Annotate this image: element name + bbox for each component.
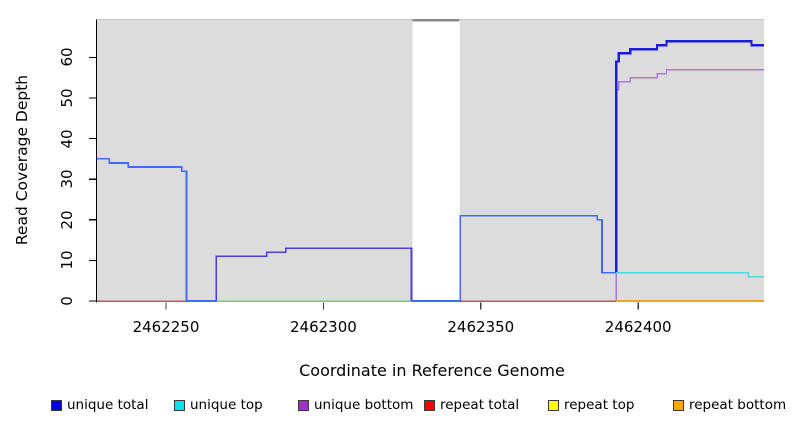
x-tick-label: 2462250 xyxy=(132,318,200,336)
y-tick-label: 50 xyxy=(58,88,76,108)
y-tick-label: 20 xyxy=(58,210,76,230)
unique-top-right xyxy=(616,271,765,278)
y-axis-title: Read Coverage Depth xyxy=(13,74,31,246)
y-tick-label: 30 xyxy=(58,169,76,189)
x-axis-title: Coordinate in Reference Genome xyxy=(299,361,565,380)
legend-label: unique total xyxy=(67,397,149,413)
y-tick-label: 10 xyxy=(58,250,76,270)
y-tick-label: 0 xyxy=(58,296,76,306)
legend-label: repeat bottom xyxy=(689,397,787,413)
unique-total-mid xyxy=(411,214,617,302)
unique-total-right xyxy=(615,40,765,273)
legend-label: unique top xyxy=(190,397,263,413)
masked-region xyxy=(412,19,460,302)
legend-item-unique-total: unique total xyxy=(51,397,149,413)
x-tick-label: 2462400 xyxy=(604,318,672,336)
legend-label: repeat total xyxy=(440,397,520,413)
legend-item-repeat-total: repeat total xyxy=(424,397,520,413)
unique-top-swatch-icon xyxy=(174,400,185,411)
unique-bottom-swatch-icon xyxy=(298,400,309,411)
unique-bottom-right xyxy=(615,68,765,301)
legend-item-unique-bottom: unique bottom xyxy=(298,397,414,413)
legend-item-repeat-bottom: repeat bottom xyxy=(673,397,787,413)
repeat-bottom-swatch-icon xyxy=(673,400,684,411)
unique-total-swatch-icon xyxy=(51,400,62,411)
legend-item-repeat-top: repeat top xyxy=(548,397,635,413)
legend-label: repeat top xyxy=(564,397,635,413)
x-tick-label: 2462300 xyxy=(289,318,357,336)
unique-total-left xyxy=(96,158,217,302)
unique-bottom-mid xyxy=(215,247,413,301)
legend-label: unique bottom xyxy=(314,397,414,413)
y-tick-label: 40 xyxy=(58,129,76,149)
repeat-total-swatch-icon xyxy=(424,400,435,411)
repeat-top-swatch-icon xyxy=(548,400,559,411)
y-tick-label: 60 xyxy=(58,47,76,67)
x-tick-label: 2462350 xyxy=(447,318,515,336)
legend-item-unique-top: unique top xyxy=(174,397,263,413)
